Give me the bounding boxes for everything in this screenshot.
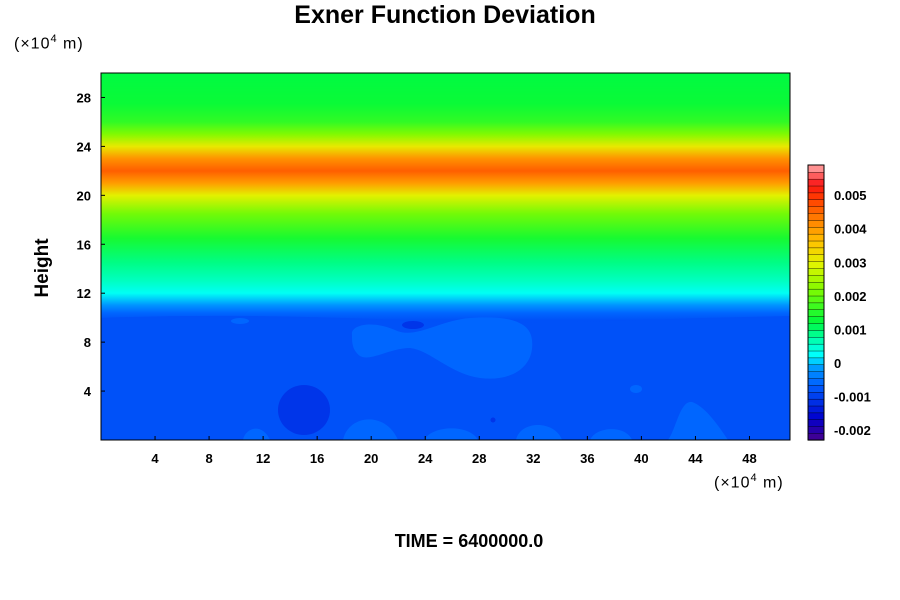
colorbar: -0.002 -0.001 0 0.001 0.002 0.003 0.004 0.005 <box>807 164 871 441</box>
x-tick-label: 48 <box>742 451 756 466</box>
x-tick-label: 4 <box>151 451 159 466</box>
colorbar-segment <box>807 309 825 317</box>
colorbar-segment <box>807 350 825 359</box>
colorbar-segment <box>807 405 825 414</box>
y-unit-label: (×104 m) <box>14 33 84 53</box>
contour-spot <box>231 318 249 324</box>
colorbar-segment <box>807 288 825 297</box>
y-axis: 4 8 12 16 20 24 28 <box>77 90 105 399</box>
x-tick-label: 24 <box>418 451 433 466</box>
contour-edge <box>101 315 790 325</box>
x-tick-label: 16 <box>310 451 324 466</box>
colorbar-segment <box>807 377 825 386</box>
colorbar-segment <box>807 391 825 400</box>
colorbar-label: 0.002 <box>834 289 867 304</box>
colorbar-segment <box>807 364 825 372</box>
colorbar-segment <box>807 316 825 324</box>
colorbar-segment <box>807 302 825 310</box>
colorbar-segment <box>807 206 825 214</box>
colorbar-segment <box>807 274 825 283</box>
colorbar-segment <box>807 322 825 331</box>
contour-lobe <box>516 425 562 440</box>
contour-lobe <box>590 429 632 440</box>
colorbar-label: 0 <box>834 356 841 371</box>
colorbar-label: 0.001 <box>834 322 867 337</box>
x-tick-label: 36 <box>580 451 594 466</box>
colorbar-label: 0.005 <box>834 188 867 203</box>
x-tick-label: 28 <box>472 451 486 466</box>
x-tick-label: 32 <box>526 451 540 466</box>
contour-low <box>278 385 330 435</box>
colorbar-frame <box>807 164 825 441</box>
y-tick-label: 4 <box>84 384 92 399</box>
colorbar-label: -0.002 <box>834 423 871 438</box>
colorbar-segment <box>807 233 825 242</box>
colorbar-segment <box>807 199 825 207</box>
x-axis: 4 8 12 16 20 24 28 32 36 40 44 48 <box>151 436 757 466</box>
x-unit-label: (×104 m) <box>714 472 784 492</box>
colorbar-segment <box>807 192 825 200</box>
contour-lobe <box>424 428 478 440</box>
contour-lobe <box>668 401 728 440</box>
colorbar-segment <box>807 419 825 427</box>
colorbar-segment <box>807 254 825 262</box>
x-tick-label: 40 <box>634 451 648 466</box>
contour-field <box>101 73 790 440</box>
y-tick-label: 24 <box>77 139 92 154</box>
colorbar-segment <box>807 267 825 276</box>
colorbar-segment <box>807 261 825 269</box>
colorbar-segment <box>807 398 825 407</box>
colorbar-label: -0.001 <box>834 389 871 404</box>
colorbar-segment <box>807 384 825 393</box>
x-tick-label: 12 <box>256 451 270 466</box>
colorbar-segment <box>807 426 825 434</box>
y-tick-label: 8 <box>84 335 91 350</box>
colorbar-segment <box>807 281 825 290</box>
colorbar-segment <box>807 247 825 255</box>
colorbar-segment <box>807 357 825 365</box>
colorbar-segment <box>807 164 825 173</box>
y-tick-label: 28 <box>77 90 91 105</box>
colorbar-segment <box>807 343 825 352</box>
colorbar-segment <box>807 219 825 228</box>
colorbar-segment <box>807 178 825 187</box>
contour-features <box>101 315 790 440</box>
y-tick-label: 20 <box>77 188 91 203</box>
colorbar-segment <box>807 185 825 194</box>
colorbar-segment <box>807 336 825 345</box>
colorbar-segment <box>807 371 825 379</box>
chart-title: Exner Function Deviation <box>294 1 596 29</box>
x-tick-label: 20 <box>364 451 378 466</box>
colorbar-label: 0.004 <box>834 222 867 237</box>
colorbar-segment <box>807 226 825 235</box>
colorbar-segment <box>807 212 825 221</box>
colorbar-label: 0.003 <box>834 255 867 270</box>
y-tick-label: 12 <box>77 286 91 301</box>
x-tick-label: 44 <box>688 451 703 466</box>
contour-spot <box>630 385 642 393</box>
contour-lobe <box>351 317 533 379</box>
colorbar-segment <box>807 412 825 420</box>
contour-spot <box>402 321 424 329</box>
plot-frame <box>100 72 791 441</box>
time-label: TIME = 6400000.0 <box>394 531 544 551</box>
contour-spot <box>490 417 496 423</box>
colorbar-segment <box>807 171 825 180</box>
colorbar-segment <box>807 295 825 304</box>
x-tick-label: 8 <box>205 451 212 466</box>
colorbar-segment <box>807 240 825 249</box>
colorbar-segment <box>807 432 825 441</box>
colorbar-segment <box>807 329 825 338</box>
y-tick-label: 16 <box>77 237 91 252</box>
contour-lobe <box>343 419 398 440</box>
